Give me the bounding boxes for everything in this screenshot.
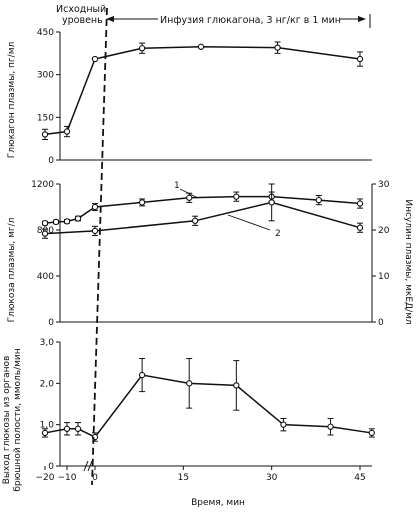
series-2-point: [91, 227, 99, 235]
x-tick-label: 30: [266, 473, 278, 483]
series-1-point: [63, 425, 71, 432]
baseline-dashed-line: [91, 7, 108, 486]
series-1-callout: 1: [174, 181, 180, 191]
glucagon-panel: Глюкагон плазмы, пг/мл 0 150 300 450: [7, 28, 372, 166]
x-tick-label: −10: [58, 473, 77, 483]
series-1-point: [74, 215, 82, 222]
series-1-point: [356, 200, 364, 207]
series-2-point: [356, 224, 364, 231]
series-2-point: [268, 199, 275, 206]
series-1-point: [91, 203, 99, 211]
series-2-point: [41, 230, 49, 237]
series-1-point: [74, 425, 82, 432]
x-tick-label: −20: [36, 473, 55, 483]
baseline-label-line1: Исходный: [56, 4, 106, 15]
series-1-point: [233, 193, 240, 200]
y-tick-label: 1,0: [40, 421, 55, 431]
x-tick-label: 0: [92, 473, 98, 483]
baseline-label-line2: уровень: [62, 15, 103, 26]
series-1-point: [63, 218, 71, 225]
glucose-output-ylabel-line2: брюшной полости, ммоль/мин: [13, 348, 23, 491]
series-1-point: [138, 199, 146, 206]
insulin-ylabel: Инсулин плазмы, мкЕД/мл: [403, 199, 413, 324]
series-2-callout-arrow: [227, 214, 271, 231]
series-1-point: [41, 219, 49, 227]
glucose-output-panel: Выход глюкозы из органов брюшной полости…: [2, 338, 375, 492]
y-right-tick-label: 20: [378, 226, 390, 236]
series-1-point: [233, 382, 240, 389]
glucose-ylabel: Глюкоза плазмы, мг/л: [7, 218, 17, 323]
y-right-tick-label: 0: [378, 318, 384, 328]
series-1-point: [186, 380, 193, 387]
glucose-insulin-panel: Глюкоза плазмы, мг/л Инсулин плазмы, мкЕ…: [7, 180, 413, 328]
infusion-arrow: [106, 14, 371, 28]
y-tick-label: 300: [37, 71, 54, 81]
x-tick-label: 15: [178, 473, 189, 483]
series-2-callout: 2: [275, 229, 281, 239]
series-1-point: [138, 371, 146, 379]
series-1-point: [91, 55, 99, 63]
y-tick-label: 0: [48, 318, 54, 328]
series-1-point: [280, 421, 287, 428]
glucagon-ylabel: Глюкагон плазмы, пг/мл: [7, 42, 17, 159]
series-1-point: [186, 194, 193, 201]
y-right-tick-label: 10: [378, 272, 390, 282]
time-axis-label: Время, мин: [191, 498, 245, 508]
y-tick-label: 400: [37, 272, 54, 282]
series-1-point: [368, 429, 375, 437]
series-2-point: [191, 217, 199, 224]
y-right-tick-label: 30: [378, 180, 390, 190]
series-1-point: [327, 423, 334, 430]
series-1-point: [41, 429, 49, 437]
y-tick-label: 2,0: [40, 379, 55, 389]
series-1-point: [52, 218, 60, 226]
series-1-point: [274, 44, 281, 51]
y-tick-label: 0: [48, 156, 54, 166]
y-tick-label: 450: [37, 28, 54, 38]
x-tick-label: 45: [354, 473, 365, 483]
series-1-line: [44, 374, 372, 439]
series-1-point: [197, 43, 205, 50]
glucose-output-ylabel-line1: Выход глюкозы из органов: [2, 356, 12, 485]
series-1-point: [63, 128, 71, 135]
y-tick-label: 150: [37, 113, 54, 123]
series-1-point: [356, 55, 364, 63]
infusion-label: Инфузия глюкагона, 3 нг/кг в 1 мин: [160, 15, 341, 26]
y-tick-label: 0: [48, 462, 54, 472]
time-axis: Время, мин −20 −10 0 15 30 45: [36, 460, 366, 508]
axis-break-mark: [83, 460, 89, 472]
series-1-point: [41, 131, 49, 138]
y-tick-label: 1200: [31, 180, 54, 190]
series-1-point: [315, 196, 322, 204]
y-tick-label: 3,0: [40, 338, 55, 348]
series-1-point: [138, 45, 146, 52]
axis-break-mark: [87, 460, 93, 472]
